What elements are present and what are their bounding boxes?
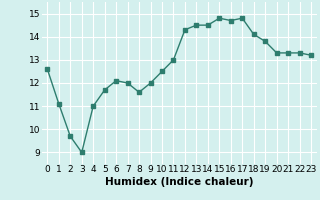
X-axis label: Humidex (Indice chaleur): Humidex (Indice chaleur)	[105, 177, 253, 187]
